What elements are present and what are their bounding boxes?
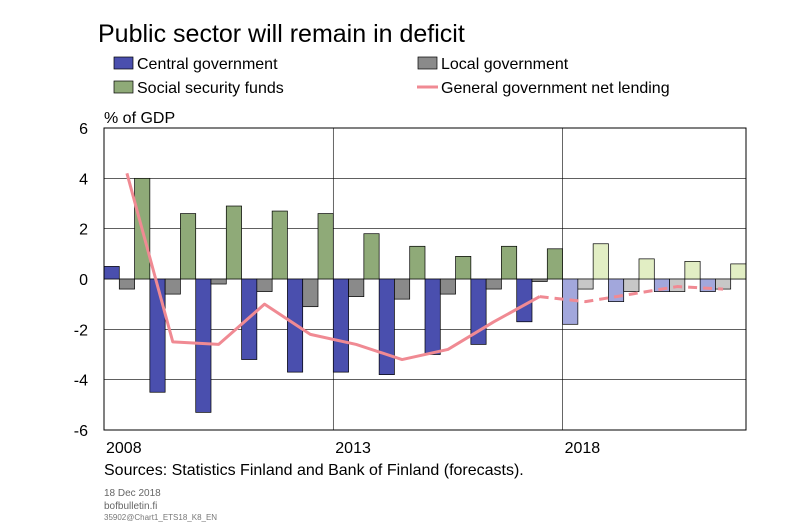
bar-local [210,278,227,285]
y-tick-label: 0 [79,272,88,289]
bar-local [348,278,365,297]
bar-local [531,278,548,282]
site-name: bofbulletin.fi [104,501,157,512]
chart-title: Public sector will remain in deficit [98,20,465,48]
bar-social [225,205,242,280]
legend-item-social: Social security funds [113,80,284,97]
bar-local [302,278,319,308]
y-tick-label: 6 [79,121,88,138]
net-lending-line-actual [125,172,541,362]
legend-item-central: Central government [113,56,278,73]
bar-local [715,278,732,290]
x-tick-label: 2013 [335,440,371,457]
bar-social [592,243,609,280]
legend-item-net-lending: General government net lending [417,80,670,97]
plot-frame [103,127,747,431]
bar-local [577,278,594,290]
bar-local [485,278,502,290]
bar-social [546,248,563,280]
bar-social [730,263,747,280]
bar-social [455,256,472,280]
bar-social [409,245,426,280]
bar-social [363,233,380,280]
bar-central [149,278,166,393]
x-tick-label: 2018 [565,440,601,457]
bar-central [378,278,395,375]
legend-label-social: Social security funds [137,80,284,97]
legend-label-net-lending: General government net lending [441,80,670,97]
y-tick-label: 4 [79,171,88,188]
y-axis-unit: % of GDP [104,110,175,127]
legend: Central government Local government Soci… [113,56,670,97]
bar-local [439,278,456,295]
bar-central [195,278,212,413]
bar-social [271,210,288,280]
bar-local [623,278,640,292]
bar-local [118,278,135,290]
bar-local [256,278,273,292]
bar-social [638,258,655,280]
x-tick-label: 2008 [106,440,142,457]
bar-central [103,266,120,280]
y-tick-label: 2 [79,222,88,239]
y-tick-labels: 6 4 2 0 -2 -4 -6 [74,121,88,440]
net-lending-line-forecast [539,285,724,304]
source-note: Sources: Statistics Finland and Bank of … [104,462,524,479]
bar-central [332,278,349,373]
chart-id: 35902@Chart1_ETS18_K8_EN [104,513,217,522]
bar-local [164,278,181,295]
legend-label-central: Central government [137,56,278,73]
bars [103,177,747,413]
legend-label-local: Local government [441,56,569,73]
y-tick-label: -4 [74,373,88,390]
bar-local [394,278,411,300]
legend-swatch-local [417,56,438,70]
bar-social [684,261,701,280]
legend-item-local: Local government [417,56,569,73]
legend-swatch-social [113,80,134,94]
bar-social [180,213,197,280]
y-tick-label: -6 [74,423,88,440]
bar-social [501,245,518,280]
x-tick-labels: 2008 2013 2018 [106,440,600,457]
net-lending-line [125,172,724,362]
bar-central [608,278,625,302]
bar-social [317,213,334,280]
publication-date: 18 Dec 2018 [104,488,161,499]
legend-swatch-central [113,56,134,70]
y-tick-label: -2 [74,322,88,339]
bar-central [424,278,441,355]
